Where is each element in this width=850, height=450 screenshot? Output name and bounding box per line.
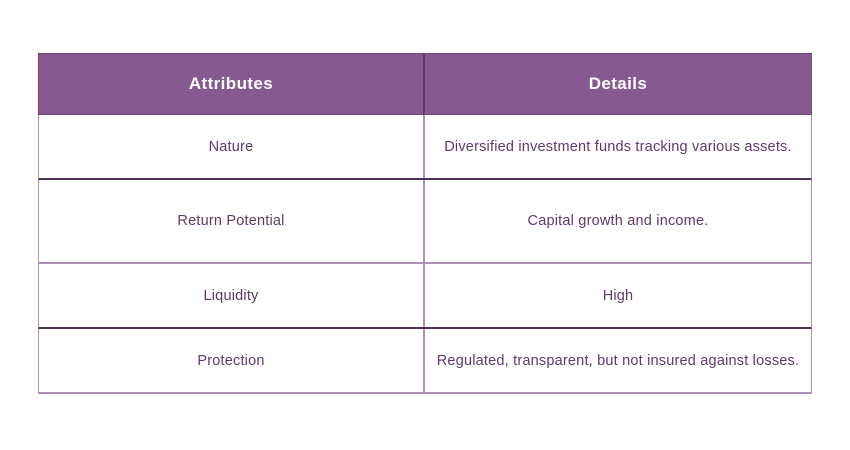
table-row: Return Potential Capital growth and inco… bbox=[38, 180, 812, 264]
cell-attribute-nature: Nature bbox=[39, 115, 425, 178]
cell-detail-liquidity: High bbox=[602, 287, 634, 304]
header-cell-attributes: Attributes bbox=[39, 54, 425, 114]
cell-attribute-return-potential: Return Potential bbox=[39, 180, 425, 262]
attributes-details-table: Attributes Details Nature Diversified in… bbox=[38, 53, 812, 394]
cell-attribute-protection: Protection bbox=[39, 329, 425, 392]
table-row: Liquidity High bbox=[38, 264, 812, 329]
header-cell-details: Details bbox=[588, 74, 648, 93]
table-header-row: Attributes Details bbox=[38, 53, 812, 115]
cell-detail-return-potential: Capital growth and income. bbox=[527, 213, 709, 229]
table-row: Nature Diversified investment funds trac… bbox=[38, 115, 812, 180]
cell-attribute-liquidity: Liquidity bbox=[39, 264, 425, 327]
cell-detail-nature: Diversified investment funds tracking va… bbox=[444, 138, 792, 155]
table-row: Protection Regulated, transparent, but n… bbox=[38, 329, 812, 394]
cell-detail-protection: Regulated, transparent, but not insured … bbox=[436, 352, 800, 369]
